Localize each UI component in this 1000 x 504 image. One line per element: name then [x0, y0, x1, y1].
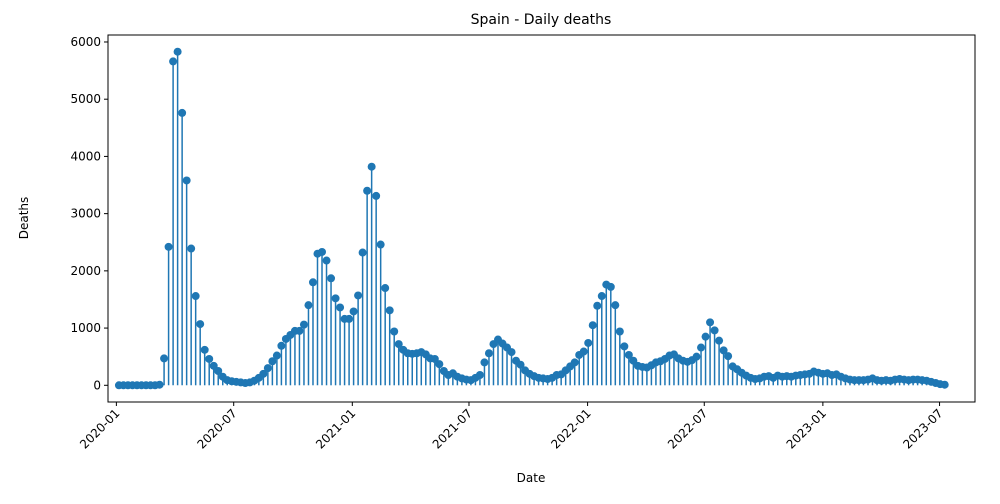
stem-marker: [706, 318, 715, 327]
stem-marker: [724, 352, 733, 361]
stem-marker: [692, 352, 701, 361]
stem-marker: [304, 301, 313, 310]
stem-marker: [155, 380, 164, 389]
y-tick-label: 5000: [70, 92, 101, 106]
stem-marker: [205, 354, 214, 363]
stem-marker: [390, 327, 399, 336]
stem-marker: [187, 244, 196, 253]
stem-marker: [327, 274, 336, 283]
stem-marker: [394, 340, 403, 349]
stem-marker: [570, 358, 579, 367]
stem-marker: [620, 342, 629, 351]
stem-marker: [579, 347, 588, 356]
stem-marker: [259, 369, 268, 378]
stem-marker: [480, 358, 489, 367]
stem-marker: [354, 291, 363, 300]
y-tick-label: 6000: [70, 35, 101, 49]
x-axis-label: Date: [517, 471, 546, 485]
stem-marker: [322, 256, 331, 265]
y-tick-label: 1000: [70, 321, 101, 335]
stem-marker: [940, 380, 949, 389]
stem-marker: [507, 348, 516, 357]
y-tick-label: 2000: [70, 264, 101, 278]
stem-marker: [214, 366, 223, 375]
stem-marker: [715, 336, 724, 345]
stem-marker: [615, 327, 624, 336]
stem-marker: [299, 320, 308, 329]
stem-marker: [363, 186, 372, 195]
stem-marker: [475, 370, 484, 379]
stem-marker: [381, 284, 390, 293]
stem-marker: [710, 326, 719, 335]
stem-marker: [263, 364, 272, 373]
stem-marker: [611, 301, 620, 310]
stem-marker: [345, 314, 354, 323]
stem-marker: [593, 301, 602, 310]
stem-marker: [272, 351, 281, 360]
stem-marker: [200, 345, 209, 354]
stem-marker: [701, 332, 710, 341]
stem-marker: [606, 282, 615, 291]
stem-marker: [367, 162, 376, 171]
stem-marker: [336, 303, 345, 312]
stem-marker: [277, 341, 286, 350]
stem-marker: [624, 350, 633, 359]
stem-marker: [308, 278, 317, 287]
stem-marker: [597, 292, 606, 301]
y-tick-label: 4000: [70, 149, 101, 163]
y-axis-label: Deaths: [17, 197, 31, 240]
stem-marker: [372, 191, 381, 200]
stem-marker: [169, 57, 178, 66]
stem-marker: [385, 306, 394, 315]
stem-marker: [178, 108, 187, 117]
stem-marker: [629, 356, 638, 365]
stem-marker: [331, 294, 340, 303]
stem-marker: [719, 346, 728, 355]
stem-marker: [196, 320, 205, 329]
y-tick-label: 3000: [70, 207, 101, 221]
chart-title: Spain - Daily deaths: [471, 12, 612, 28]
stem-marker: [268, 357, 277, 366]
y-tick-label: 0: [93, 378, 101, 392]
stem-marker: [182, 176, 191, 185]
stem-marker: [191, 292, 200, 301]
stem-marker: [376, 240, 385, 249]
stem-marker: [173, 47, 182, 56]
stem-marker: [318, 247, 327, 256]
stem-marker: [295, 326, 304, 335]
stem-marker: [588, 321, 597, 330]
stem-marker: [516, 360, 525, 369]
stem-marker: [209, 361, 218, 370]
stem-marker: [349, 307, 358, 316]
stem-marker: [697, 343, 706, 352]
stem-marker: [435, 360, 444, 369]
plot-frame: [107, 34, 976, 403]
stem-marker: [584, 338, 593, 347]
stem-marker: [484, 349, 493, 358]
stem-marker: [160, 354, 169, 363]
stem-marker: [358, 248, 367, 257]
stem-marker: [164, 242, 173, 251]
stem-marker: [430, 354, 439, 363]
